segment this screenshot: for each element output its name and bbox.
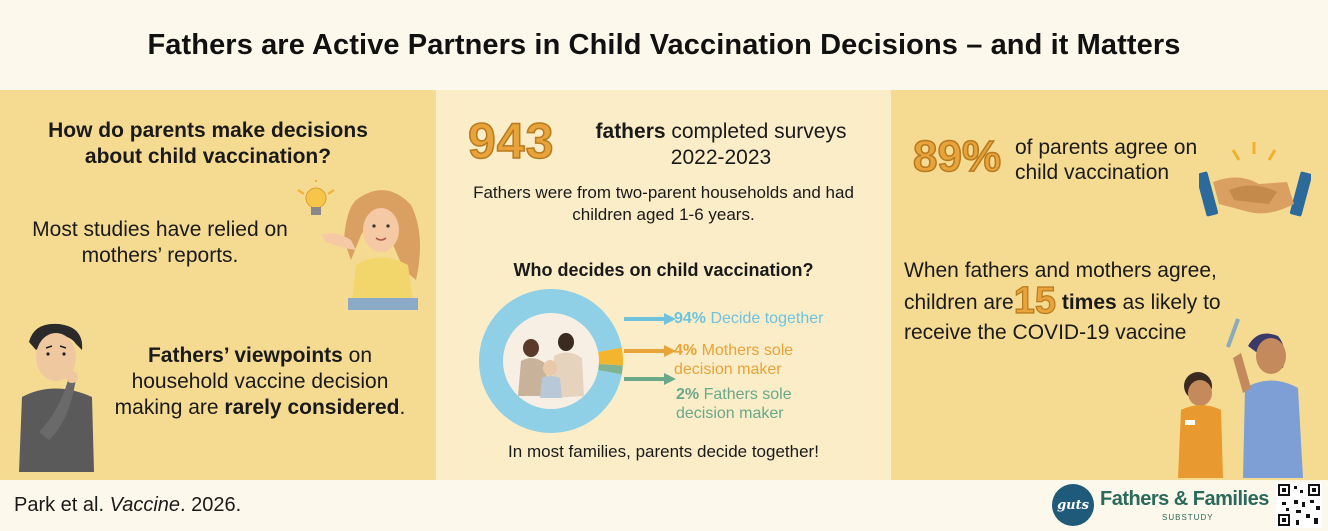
middle-panel: 943 fathers completed surveys 2022-2023 … [436, 90, 891, 480]
fathers-text-2: . [399, 396, 406, 419]
logo-subtext: SUBSTUDY [1162, 513, 1214, 522]
middle-conclusion: In most families, parents decide togethe… [508, 442, 819, 461]
family-figure [543, 360, 557, 376]
page-title: Fathers are Active Partners in Child Vac… [147, 28, 1181, 61]
left-fathers-text: Fathers’ viewpoints on household vaccine… [100, 343, 420, 421]
times-bold: times [1061, 291, 1117, 314]
agree-likelihood-text: When fathers and mothers agree, children… [904, 256, 1284, 348]
handshake-icon [1199, 142, 1311, 217]
citation-journal: Vaccine [109, 494, 181, 516]
qr-code-icon[interactable] [1276, 482, 1322, 528]
fathers-families-logo: guts Fathers & Families SUBSTUDY [1052, 482, 1272, 528]
legend-together: 94% Decide together [674, 309, 823, 328]
title-bar: Fathers are Active Partners in Child Vac… [0, 0, 1328, 90]
legend-pct: 94% [674, 310, 707, 327]
footer: Park et al. Vaccine. 2026. [0, 480, 1328, 531]
when-text-1: When fathers and mothers agree, children… [904, 259, 1217, 314]
right-panel: 89% of parents agree on child vaccinatio… [891, 90, 1328, 480]
arrow-icon [624, 373, 676, 385]
woman-thinking-illustration [297, 180, 420, 310]
fathers-text-1: on household vaccine decision making are [114, 344, 389, 419]
rarely-considered-bold: rarely considered [224, 396, 400, 419]
left-question: How do parents make decisions about chil… [48, 119, 368, 168]
fathers-bold: fathers [595, 120, 666, 143]
legend-label: Fathers sole decision maker [676, 386, 792, 422]
arrow-icon [624, 313, 676, 325]
family-figure [540, 376, 562, 398]
fathers-viewpoints-bold: Fathers’ viewpoints [147, 344, 343, 367]
vaccination-illustration [1178, 318, 1303, 478]
legend-label: Decide together [706, 310, 824, 327]
logo-text: Fathers & Families [1100, 488, 1269, 510]
agree-percent: 89% [912, 131, 1002, 182]
family-figure [523, 339, 539, 357]
when-text-2: as likely to receive the COVID-19 vaccin… [904, 291, 1221, 344]
fathers-count: 943 [467, 112, 555, 170]
surveys-text: completed surveys 2022-2023 [665, 120, 847, 169]
family-figure [558, 333, 574, 351]
who-decides-heading: Who decides on child vaccination? [513, 260, 814, 280]
legend-pct: 4% [674, 342, 698, 359]
left-panel: How do parents make decisions about chil… [0, 90, 436, 480]
decision-pie-chart [466, 286, 636, 436]
fathers-description: Fathers were from two-parent households … [473, 183, 854, 224]
legend-fathers: 2% Fathers sole decision maker [676, 385, 826, 423]
agree-text: of parents agree on child vaccination [1015, 136, 1198, 184]
citation: Park et al. Vaccine. 2026. [14, 494, 241, 517]
lightbulb-icon [297, 180, 335, 215]
legend-mothers: 4% Mothers sole decision maker [674, 341, 834, 379]
citation-authors: Park et al. [14, 494, 110, 516]
guts-logo-circle: guts [1052, 484, 1094, 526]
arrow-icon [624, 345, 676, 357]
citation-year: . 2026. [180, 494, 242, 516]
legend-pct: 2% [676, 386, 700, 403]
left-mothers-text: Most studies have relied on mothers’ rep… [32, 218, 288, 267]
family-figure [518, 358, 548, 396]
man-thinking-illustration [19, 323, 94, 472]
legend-label: Mothers sole decision maker [674, 342, 794, 378]
times-number: 15 [1013, 280, 1057, 322]
fathers-surveys-text: fathers completed surveys 2022-2023 [571, 119, 871, 171]
